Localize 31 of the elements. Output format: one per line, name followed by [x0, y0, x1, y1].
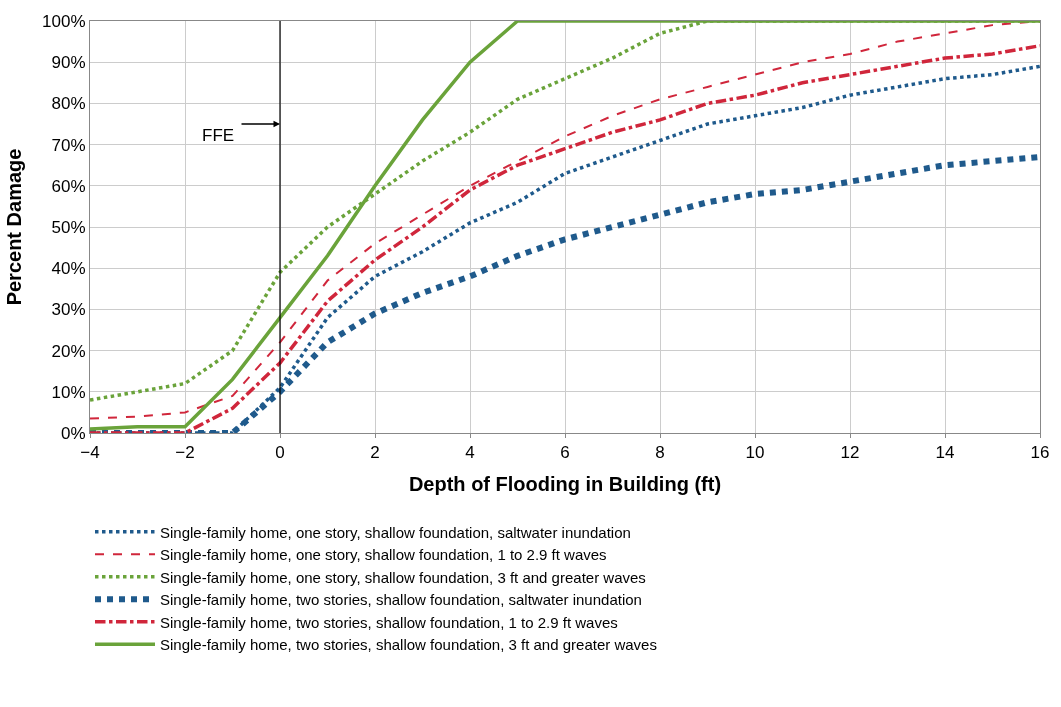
y-tick-label: 40% — [51, 259, 86, 279]
legend-label: Single-family home, two stories, shallow foundation, saltwater inundation — [160, 591, 642, 608]
x-tick-label: 16 — [1030, 443, 1050, 463]
y-tick-label: 90% — [51, 53, 86, 73]
legend-label: Single-family home, two stories, shallow foundation, 1 to 2.9 ft waves — [160, 613, 618, 631]
x-tick-label: 4 — [465, 443, 475, 463]
x-tick-label: 6 — [560, 443, 570, 463]
x-axis-title: Depth of Flooding in Building (ft) — [408, 472, 722, 495]
legend-label: Single-family home, two stories, shallow foundation, 3 ft and greater waves — [160, 636, 657, 653]
ref-line-label: FFE — [202, 126, 235, 145]
y-tick-label: 20% — [51, 341, 86, 361]
y-tick-label: 80% — [51, 94, 86, 114]
legend-label: Single-family home, one story, shallow foundation, saltwater inundation — [160, 523, 631, 541]
legend-label: Single-family home, one story, shallow foundation, 1 to 2.9 ft waves — [160, 546, 607, 563]
x-tick-label: 8 — [655, 443, 665, 463]
x-tick-label: 2 — [370, 443, 380, 463]
y-axis-title: Percent Damage — [2, 148, 25, 306]
x-tick-label: 14 — [935, 443, 955, 463]
x-tick-label: −4 — [80, 443, 100, 463]
y-tick-label: 10% — [51, 382, 86, 402]
legend-label: Single-family home, one story, shallow foundation, 3 ft and greater waves — [160, 568, 646, 586]
x-tick-label: 10 — [745, 443, 765, 463]
x-tick-label: 0 — [275, 443, 285, 463]
y-tick-label: 60% — [51, 176, 86, 196]
y-tick-label: 70% — [51, 135, 86, 155]
y-tick-label: 100% — [42, 11, 86, 31]
y-tick-label: 50% — [51, 217, 86, 237]
y-tick-label: 30% — [51, 300, 86, 320]
x-tick-label: −2 — [175, 443, 195, 463]
y-tick-label: 0% — [61, 423, 86, 443]
x-tick-label: 12 — [840, 443, 860, 463]
